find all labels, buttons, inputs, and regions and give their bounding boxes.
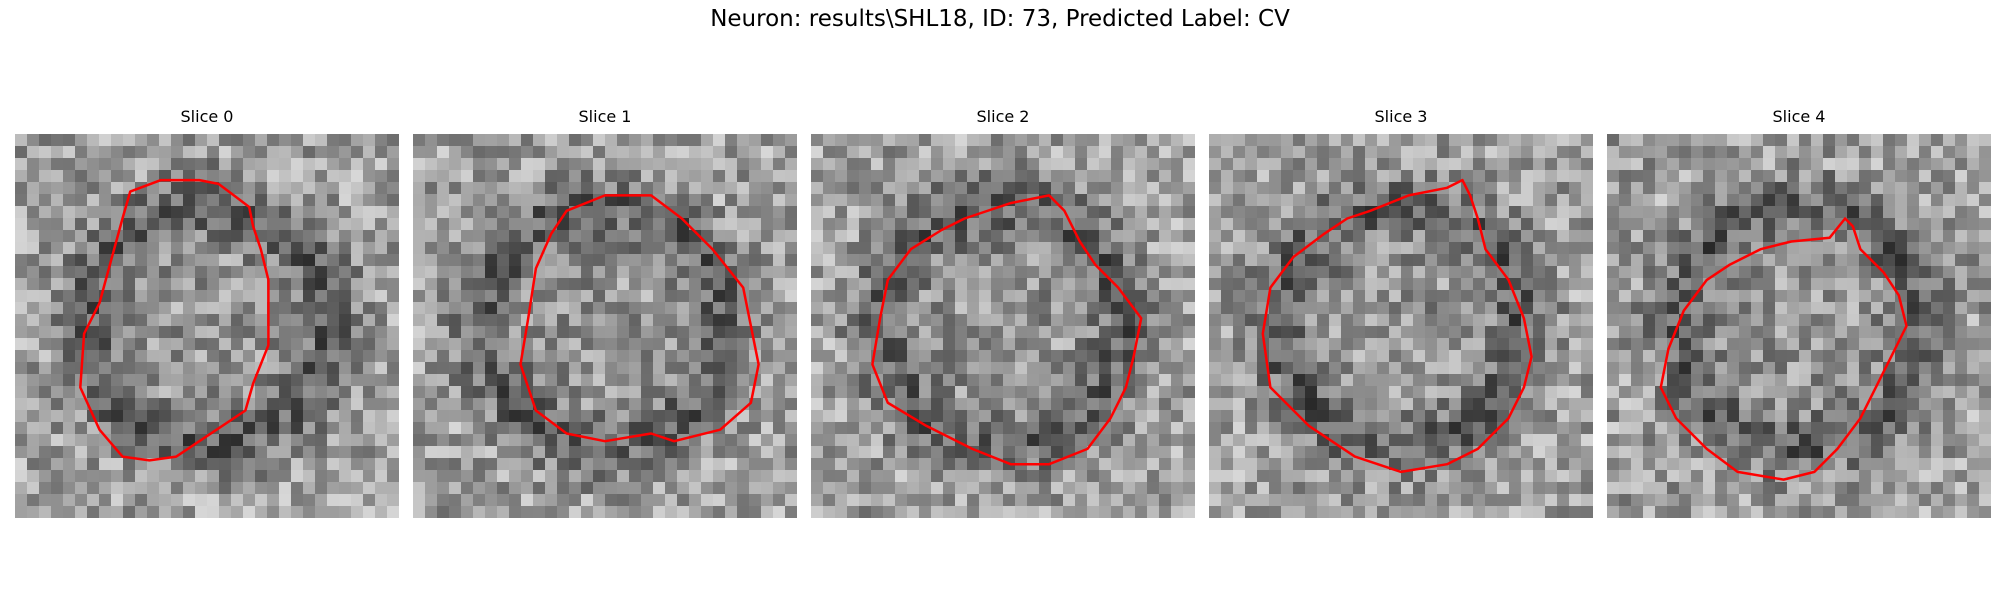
slice-image-4 bbox=[1607, 134, 1991, 518]
slice-image-1 bbox=[413, 134, 797, 518]
contour-outline-0 bbox=[79, 178, 270, 462]
contour-outline-1 bbox=[519, 194, 760, 443]
slice-image-2 bbox=[811, 134, 1195, 518]
slice-title-2: Slice 2 bbox=[976, 107, 1030, 126]
contour-outline-4 bbox=[1659, 217, 1908, 481]
slice-image-0 bbox=[15, 134, 399, 518]
figure-title: Neuron: results\SHL18, ID: 73, Predicted… bbox=[710, 6, 1290, 32]
slice-title-0: Slice 0 bbox=[180, 107, 234, 126]
slice-title-4: Slice 4 bbox=[1772, 107, 1826, 126]
slice-title-3: Slice 3 bbox=[1374, 107, 1428, 126]
contour-outline-3 bbox=[1261, 178, 1533, 474]
slice-title-1: Slice 1 bbox=[578, 107, 632, 126]
slice-image-3 bbox=[1209, 134, 1593, 518]
contour-outline-2 bbox=[871, 194, 1143, 466]
